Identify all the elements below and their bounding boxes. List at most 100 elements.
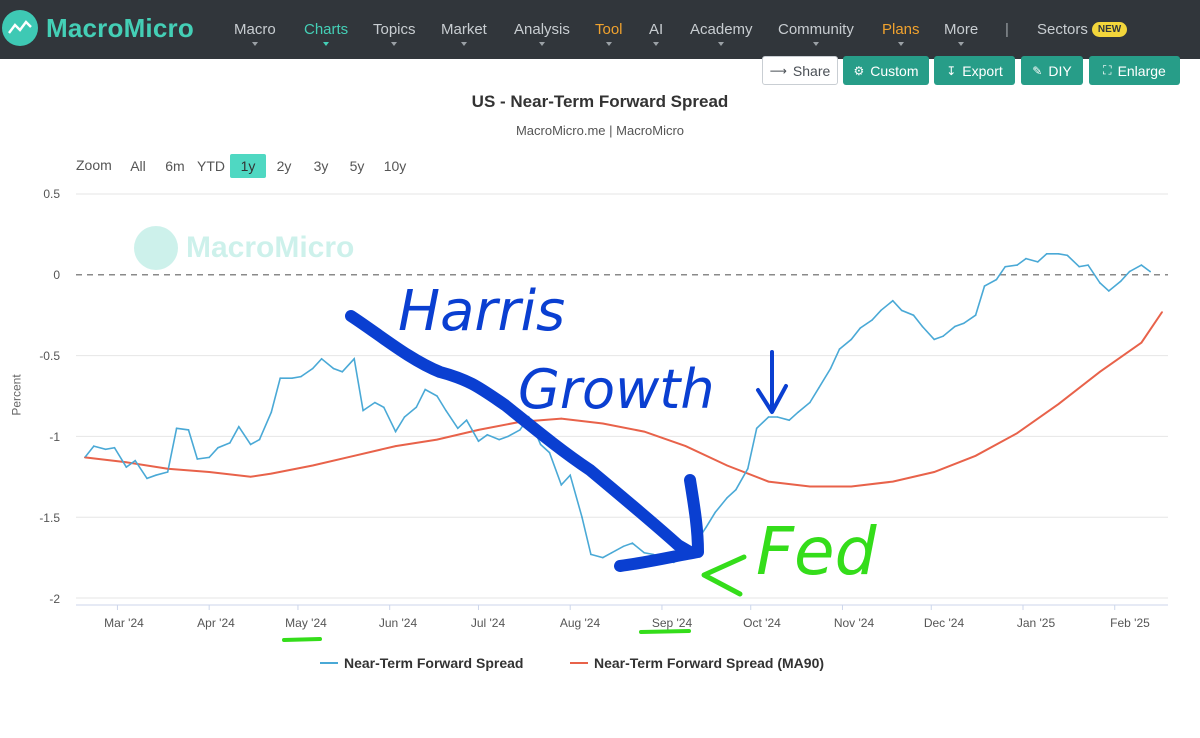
nav-item-ai[interactable]: AI: [649, 21, 663, 46]
ma90-data-point: [933, 471, 935, 473]
spread-data-point: [912, 314, 915, 317]
x-tick-label: Mar '24: [104, 616, 144, 630]
spread-data-point: [1099, 282, 1101, 284]
custom-button[interactable]: ⚙ Custom: [843, 56, 929, 85]
spread-data-point: [166, 471, 169, 473]
spread-data-point: [747, 467, 749, 470]
ma90-data-point: [974, 455, 977, 457]
ma90-data-point: [892, 480, 894, 483]
nav-item-community[interactable]: Community: [778, 21, 854, 46]
spread-data-point: [394, 430, 397, 433]
spread-data-point: [208, 456, 210, 459]
zoom-3y-button[interactable]: 3y: [313, 158, 329, 174]
zoom-all-button[interactable]: All: [130, 158, 146, 174]
spread-data-point: [187, 429, 190, 431]
annotation-arrow: [345, 310, 704, 572]
ma90-data-point: [684, 445, 687, 447]
zoom-1y-button[interactable]: 1y: [230, 154, 266, 178]
zoom-10y-button[interactable]: 10y: [383, 158, 407, 174]
x-tick-label: Apr '24: [197, 616, 235, 630]
ma90-data-point: [84, 456, 86, 459]
spread-data-point: [238, 425, 240, 428]
spread-data-point: [113, 446, 116, 449]
spread-data-point: [403, 416, 406, 418]
share-button[interactable]: ⟶ Share: [762, 56, 838, 85]
download-icon: ↧: [946, 63, 957, 78]
ma90-data-point: [1057, 403, 1060, 405]
spread-data-point: [1078, 265, 1080, 268]
y-tick-label: -0.5: [39, 349, 60, 363]
nav-item-academy[interactable]: Academy: [690, 21, 753, 46]
chevron-down-icon: [391, 42, 398, 46]
nav-item-market[interactable]: Market: [441, 21, 487, 46]
ma90-data-point: [477, 429, 480, 431]
diy-button[interactable]: ✎ DIY: [1021, 56, 1083, 85]
nav-item-plans[interactable]: Plans: [882, 21, 920, 46]
ma90-data-point: [353, 455, 356, 457]
nav-item-charts[interactable]: Charts: [304, 21, 348, 46]
spread-data-point: [424, 388, 427, 391]
nav-item-topics[interactable]: Topics: [373, 21, 416, 46]
zoom-label: Zoom: [76, 157, 112, 173]
spread-data-point: [134, 459, 136, 462]
spread-data-point: [818, 387, 820, 389]
spread-data-point: [859, 327, 861, 329]
legend-item-spread[interactable]: Near-Term Forward Spread: [320, 655, 523, 671]
spread-data-point: [797, 411, 799, 414]
nav-item-tool[interactable]: Tool: [595, 21, 623, 46]
spread-data-point: [146, 477, 148, 480]
ma90-data-point: [208, 471, 210, 473]
chevron-down-icon: [460, 42, 467, 46]
spread-data-point: [735, 488, 737, 491]
spread-data-point: [1004, 265, 1006, 268]
x-tick-label: Jan '25: [1016, 616, 1056, 630]
nav-item-more[interactable]: More: [944, 21, 978, 46]
spread-data-point: [560, 484, 563, 486]
zoom-6m-button[interactable]: 6m: [165, 158, 185, 174]
spread-data-point: [1140, 264, 1143, 266]
spread-data-point: [436, 395, 438, 397]
spread-data-point: [341, 371, 344, 373]
legend-item-ma90[interactable]: Near-Term Forward Spread (MA90): [570, 655, 824, 671]
spread-data-point: [1066, 254, 1069, 257]
ma90-data-point: [436, 438, 438, 441]
nav-item-analysis[interactable]: Analysis: [514, 21, 570, 46]
spread-data-point: [610, 552, 613, 554]
spread-data-point: [155, 474, 157, 477]
spread-data-point: [465, 419, 468, 422]
spread-data-point: [477, 440, 480, 443]
spread-data-point: [415, 406, 418, 409]
ma90-data-point: [643, 430, 645, 433]
brand-logo[interactable]: MacroMicro: [2, 10, 194, 46]
nav-item-macro[interactable]: Macro: [234, 21, 276, 46]
spread-data-point: [643, 552, 645, 554]
spread-data-point: [1016, 264, 1018, 266]
ma90-data-point: [1140, 341, 1143, 344]
zoom-ytd-button[interactable]: YTD: [197, 158, 225, 174]
zoom-2y-button[interactable]: 2y: [276, 158, 292, 174]
enlarge-button[interactable]: ⛶ Enlarge: [1089, 56, 1180, 85]
export-button[interactable]: ↧ Export: [934, 56, 1015, 85]
spread-data-point: [983, 285, 986, 287]
brand-name: MacroMicro: [46, 12, 194, 43]
nav-item-sectors[interactable]: Sectors NEW: [1037, 21, 1128, 38]
spread-data-point: [1025, 257, 1027, 260]
spread-data-point: [1087, 264, 1089, 266]
x-axis-ticks: [116, 605, 1116, 610]
series-ma90-line: [84, 311, 1163, 488]
spread-data-point: [900, 309, 903, 312]
spread-data-point: [788, 419, 790, 422]
spread-data-point: [332, 367, 335, 370]
ma90-data-point: [249, 476, 252, 478]
spread-data-point: [726, 497, 728, 499]
zoom-5y-button[interactable]: 5y: [349, 158, 365, 174]
spread-data-point: [1128, 270, 1131, 273]
x-tick-label: May '24: [285, 616, 327, 630]
spread-data-point: [622, 545, 625, 548]
spread-data-point: [519, 429, 521, 431]
spread-data-point: [539, 443, 542, 446]
ma90-data-point: [602, 422, 604, 425]
spread-data-point: [921, 325, 924, 328]
series-spread-line: [84, 253, 1151, 564]
